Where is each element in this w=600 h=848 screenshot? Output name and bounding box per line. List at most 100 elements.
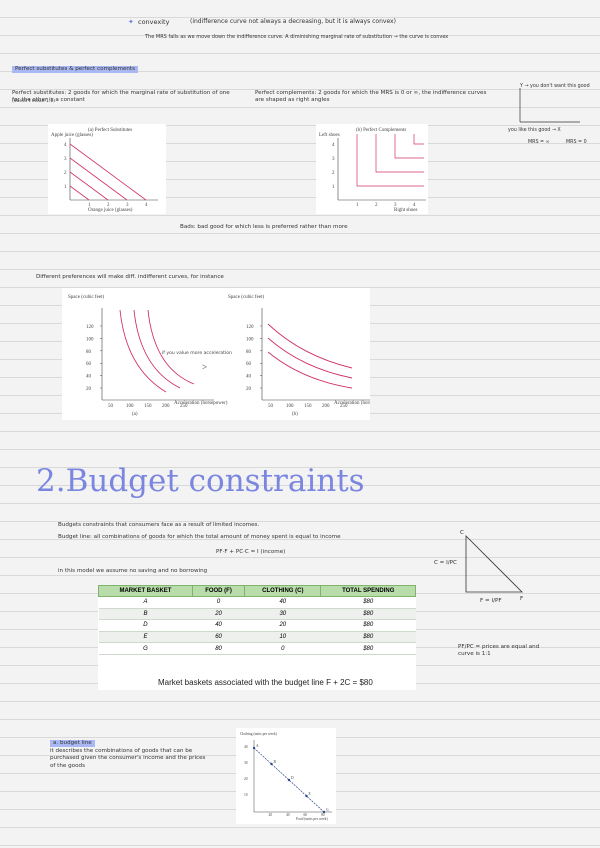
table-cell: 20	[192, 608, 245, 621]
axis-label: Acceleration (horsepower)	[334, 401, 370, 406]
table-cell: $80	[320, 596, 416, 609]
budget-line	[253, 747, 325, 813]
label: C = I/PC	[434, 560, 457, 566]
note: if you value more acceleration	[162, 350, 232, 356]
curve	[267, 323, 353, 369]
table-cell: 40	[192, 619, 245, 632]
text: Budget line: all combinations of goods f…	[58, 534, 341, 540]
tick-label: 2	[375, 203, 378, 208]
figure-title: (a) Perfect Substitutes	[88, 128, 132, 133]
tick-label: 40	[286, 813, 290, 817]
tick-label: 120	[246, 325, 254, 330]
axis-label: Apple juice (glasses)	[51, 133, 93, 138]
table-cell: $80	[320, 642, 416, 655]
axis-label: Space (cubic feet)	[228, 295, 264, 300]
table-cell: B	[98, 608, 193, 621]
figure-title: (b) Perfect Complements	[356, 128, 406, 133]
tick-label: 60	[246, 362, 252, 367]
point-label: A	[256, 744, 259, 748]
table-box: MARKET BASKET FOOD (F) CLOTHING (C) TOTAL S…	[98, 585, 416, 690]
label: C	[460, 530, 464, 536]
tick-label: 40	[246, 375, 252, 380]
note: (indifference curve not always a decreas…	[190, 18, 396, 25]
compare: >	[202, 362, 207, 372]
tick-label: 20	[86, 387, 92, 392]
section-title: 2.Budget constraints	[36, 463, 365, 499]
panel-label: (a)	[132, 412, 138, 417]
tick-label: 50	[108, 404, 114, 409]
curve	[394, 134, 424, 159]
tick-label: 250	[180, 404, 188, 409]
table-cell: $80	[320, 619, 416, 632]
table-header: MARKET BASKET	[98, 585, 193, 597]
triangle	[465, 535, 523, 593]
tick-label: 30	[244, 761, 248, 765]
table-cell: $80	[320, 608, 416, 621]
tick-label: 2	[332, 171, 335, 176]
table-cell: A	[98, 596, 193, 609]
point-label: D	[291, 776, 294, 780]
tick-label: 50	[268, 404, 274, 409]
table-cell: $80	[320, 631, 416, 644]
curve	[69, 143, 147, 201]
tick-label: 150	[144, 404, 152, 409]
table-cell: G	[98, 642, 193, 655]
highlight-heading: a. budget line	[50, 740, 95, 748]
table-row: G 80 0 $80	[98, 642, 416, 655]
table-row: E 60 10 $80	[98, 631, 416, 644]
sketch-x: you like this good → X	[508, 128, 561, 133]
curve	[133, 309, 181, 389]
tick-label: 150	[304, 404, 312, 409]
curve	[69, 185, 90, 201]
text: Different preferences will make diff. in…	[36, 274, 224, 280]
tick-label: 100	[286, 404, 294, 409]
tick-label: 3	[394, 203, 397, 208]
figure: (b) Perfect Complements Left shoes Right s…	[316, 124, 428, 214]
curve	[267, 337, 353, 379]
curve	[413, 134, 424, 145]
table-cell: 10	[244, 631, 321, 644]
tick-label: 80	[321, 813, 325, 817]
tick-label: 100	[126, 404, 134, 409]
curve	[119, 309, 167, 393]
note: (doesn't mean 1:1)	[12, 99, 55, 104]
tick-label: 100	[246, 337, 254, 342]
point	[252, 746, 256, 750]
tick-label: 4	[145, 203, 148, 208]
tick-label: 1	[332, 185, 335, 190]
axis-label: Right shoes	[394, 208, 418, 213]
text: Bads: bad good for which less is preferr…	[180, 224, 348, 230]
tick-label: 200	[162, 404, 170, 409]
curve	[375, 134, 424, 173]
caption: Market baskets associated with the budge…	[158, 678, 373, 687]
heading: convexity	[138, 18, 170, 26]
axis-label: Orange juice (glasses)	[88, 208, 133, 213]
text: Perfect substitutes: 2 goods for which t…	[12, 90, 230, 104]
tick-label: 3	[64, 157, 67, 162]
tick-label: 4	[413, 203, 416, 208]
figure: Clothing (units per week) Food (units per…	[236, 728, 336, 824]
tick-label: 60	[86, 362, 92, 367]
label: F = I/PF	[480, 598, 502, 604]
tick-label: 4	[64, 143, 67, 148]
tick-label: 2	[64, 171, 67, 176]
table-row: D 40 20 $80	[98, 619, 416, 632]
figure: Space (cubic feet) Acceleration (horsepow…	[62, 288, 370, 420]
table-cell: D	[98, 619, 193, 632]
axis-label: Food (units per week)	[296, 817, 328, 821]
table-header: FOOD (F)	[191, 585, 246, 597]
tick-label: 100	[86, 337, 94, 342]
point-label: G	[326, 808, 329, 812]
curve	[69, 157, 128, 201]
axis-label: Clothing (units per week)	[240, 732, 278, 736]
point	[270, 762, 273, 766]
tick-label: 60	[304, 813, 308, 817]
table-row: B 20 30 $80	[98, 608, 416, 621]
sketch-y: Y → you don't want this good	[520, 84, 590, 89]
text: The MRS falls as we move down the indiff…	[145, 34, 449, 40]
tick-label: 80	[246, 350, 252, 355]
tick-label: 20	[244, 777, 248, 781]
mrs: MRS = ∞	[528, 140, 550, 145]
tick-label: 2	[107, 203, 110, 208]
